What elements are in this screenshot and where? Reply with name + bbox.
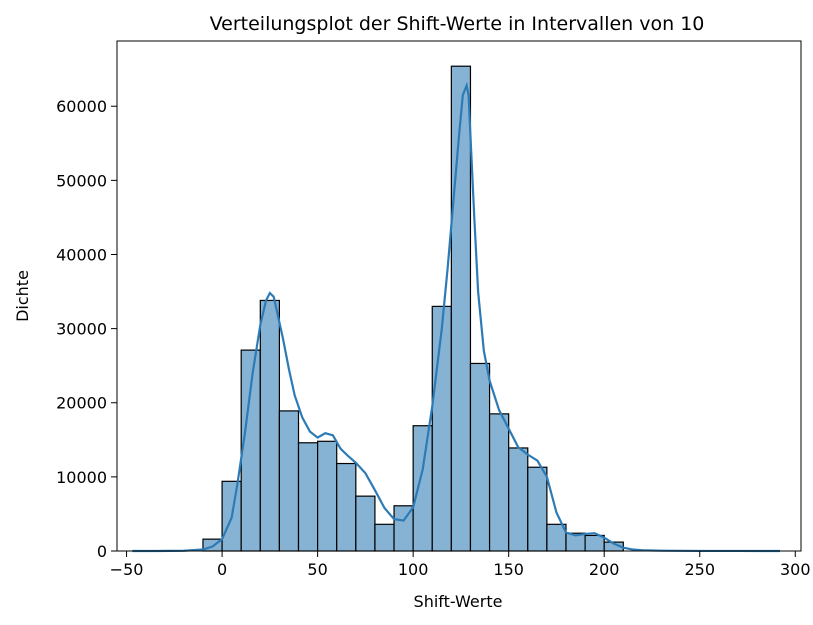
x-axis-label: Shift-Werte: [414, 592, 503, 611]
x-tick-label-2: 50: [307, 560, 327, 579]
x-tick-label-5: 200: [589, 560, 620, 579]
y-tick-label-1: 10000: [56, 468, 107, 487]
histogram-bar-14: [469, 362, 491, 552]
y-axis-ticks: 0 10000 20000 30000 40000 50000 60000: [56, 97, 117, 561]
y-tick-label-4: 40000: [56, 245, 107, 264]
histogram-bar-17: [527, 466, 548, 552]
x-tick-label-6: 250: [684, 560, 715, 579]
y-tick-label-2: 20000: [56, 394, 107, 413]
y-axis-label: Dichte: [13, 270, 32, 322]
chart-title: Verteilungsplot der Shift-Werte in Inter…: [210, 13, 705, 35]
x-tick-label-3: 100: [398, 560, 429, 579]
histogram-bar-15: [488, 413, 510, 552]
histogram-bar-11: [412, 425, 433, 552]
y-tick-label-3: 30000: [56, 320, 107, 339]
kde-density-curve: [132, 81, 780, 553]
histogram-bar-16: [508, 447, 529, 552]
histogram-bar-13: [450, 65, 472, 552]
x-tick-label-0: −50: [110, 560, 144, 579]
histogram-bar-9: [374, 523, 395, 552]
y-tick-label-0: 0: [97, 542, 107, 561]
x-axis-ticks: −50 0 50 100 150 200 250 300: [110, 551, 811, 579]
histogram-bar-12: [431, 305, 452, 552]
y-tick-label-6: 60000: [56, 97, 107, 116]
x-tick-label-4: 150: [493, 560, 524, 579]
x-tick-label-7: 300: [780, 560, 811, 579]
histogram-bar-6: [317, 440, 338, 552]
bars-group: [202, 65, 624, 552]
plot-frame: [116, 40, 802, 552]
histogram-bar-4: [278, 410, 300, 552]
histogram-bar-7: [336, 462, 357, 552]
histogram-bar-3: [259, 299, 281, 552]
histogram-bar-8: [355, 495, 376, 552]
y-tick-label-5: 50000: [56, 171, 107, 190]
histogram-bar-20: [584, 534, 605, 552]
histogram-bar-5: [297, 442, 319, 552]
x-tick-label-1: 0: [217, 560, 227, 579]
